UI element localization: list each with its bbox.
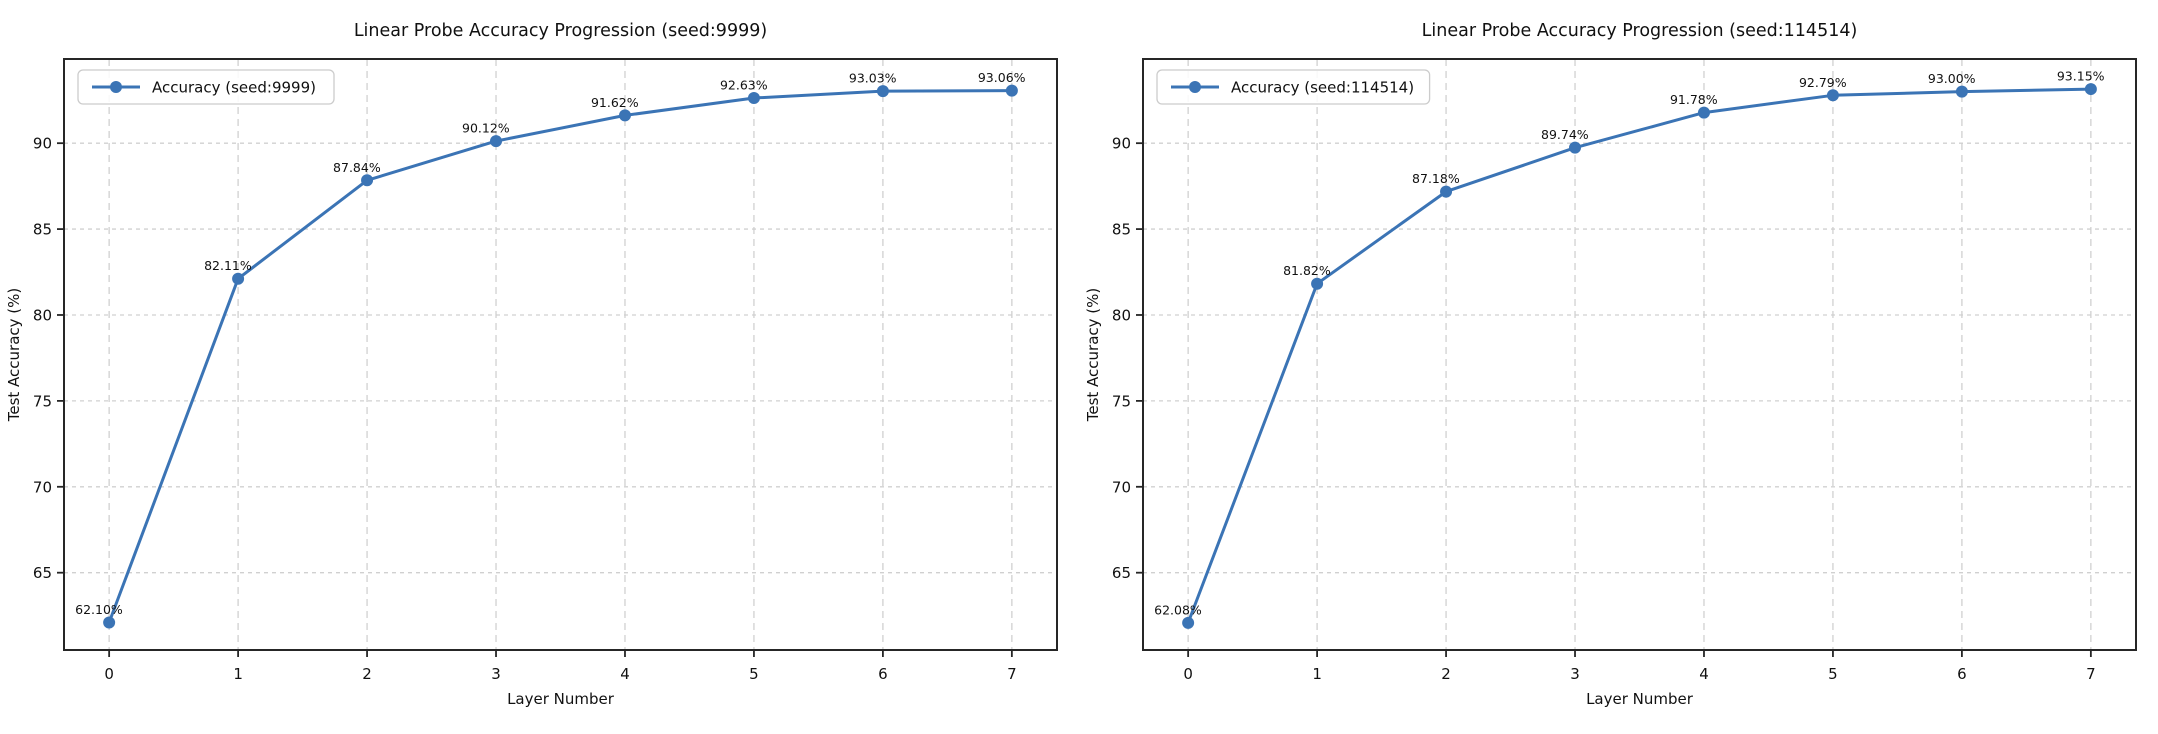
figure-background — [1079, 0, 2158, 730]
y-tick-label: 70 — [1112, 478, 1131, 496]
chart-svg-seed-114514: 0 1 2 3 4 5 6 7 65 70 75 80 85 90 Linear Probe Accurac… — [1079, 0, 2158, 730]
data-point-label: 62.10% — [75, 602, 123, 617]
data-point — [103, 616, 116, 629]
data-point-label: 89.74% — [1541, 127, 1589, 142]
data-point-label: 92.63% — [720, 77, 768, 92]
x-axis-label: Layer Number — [1586, 690, 1694, 708]
data-point — [876, 85, 889, 98]
x-axis-label: Layer Number — [507, 690, 615, 708]
chart-title: Linear Probe Accuracy Progression (seed:… — [354, 21, 767, 41]
y-tick-label: 75 — [1112, 392, 1131, 410]
legend: Accuracy (seed:9999) — [77, 69, 335, 105]
y-tick-label: 80 — [1112, 306, 1131, 324]
y-tick-label: 90 — [33, 135, 52, 153]
legend-label: Accuracy (seed:9999) — [152, 79, 316, 97]
data-point — [1697, 106, 1710, 119]
legend-marker — [110, 81, 122, 93]
x-tick-label: 0 — [1183, 665, 1193, 683]
data-point-label: 87.84% — [333, 160, 381, 175]
chart-title: Linear Probe Accuracy Progression (seed:… — [1422, 21, 1858, 41]
figure-background — [0, 0, 1079, 730]
y-tick-label: 90 — [1112, 135, 1131, 153]
x-tick-label: 0 — [104, 665, 114, 683]
x-tick-label: 1 — [1312, 665, 1322, 683]
data-point-label: 93.00% — [1928, 71, 1976, 86]
chart-seed-114514: 0 1 2 3 4 5 6 7 65 70 75 80 85 90 Linear Probe Accurac… — [1079, 0, 2158, 730]
x-tick-label: 3 — [1570, 665, 1580, 683]
x-tick-label: 5 — [1828, 665, 1838, 683]
data-point — [1569, 141, 1582, 154]
chart-seed-9999: 0 1 2 3 4 5 6 7 65 70 75 80 85 90 Linear Probe Accurac… — [0, 0, 1079, 730]
data-point — [232, 272, 245, 285]
data-point — [361, 174, 374, 187]
data-point — [1005, 84, 1018, 97]
data-point — [490, 135, 503, 148]
x-tick-label: 7 — [1007, 665, 1017, 683]
data-point — [1440, 185, 1453, 198]
legend-label: Accuracy (seed:114514) — [1231, 79, 1414, 97]
legend-box — [1156, 69, 1431, 105]
y-tick-label: 65 — [33, 564, 52, 582]
y-tick-label: 80 — [33, 306, 52, 324]
x-tick-label: 2 — [362, 665, 372, 683]
x-tick-label: 6 — [878, 665, 888, 683]
data-point — [2084, 83, 2097, 96]
y-tick-label: 75 — [33, 392, 52, 410]
data-point — [1826, 89, 1839, 102]
x-tick-label: 4 — [1699, 665, 1709, 683]
data-point-label: 93.03% — [849, 71, 897, 86]
y-tick-label: 85 — [1112, 221, 1131, 239]
x-tick-label: 2 — [1441, 665, 1451, 683]
data-point — [1311, 277, 1324, 290]
data-point-label: 87.18% — [1412, 171, 1460, 186]
accuracy-line — [1186, 87, 2093, 625]
plot-frame — [1142, 58, 2137, 651]
y-tick-label: 70 — [33, 478, 52, 496]
data-point-label: 82.11% — [204, 258, 252, 273]
data-point-label: 91.62% — [591, 95, 639, 110]
data-point-label: 91.78% — [1670, 92, 1718, 107]
accuracy-line — [107, 89, 1014, 624]
data-point-label: 62.08% — [1154, 602, 1202, 617]
y-tick-label: 65 — [1112, 564, 1131, 582]
legend-box — [77, 69, 335, 105]
data-point-label: 93.06% — [978, 70, 1026, 85]
x-tick-label: 6 — [1957, 665, 1967, 683]
data-point-label: 81.82% — [1283, 263, 1331, 278]
x-tick-label: 1 — [233, 665, 243, 683]
y-tick-label: 85 — [33, 221, 52, 239]
data-point — [618, 109, 631, 122]
x-tick-label: 3 — [491, 665, 501, 683]
data-point — [1955, 85, 1968, 98]
legend: Accuracy (seed:114514) — [1156, 69, 1431, 105]
x-tick-label: 7 — [2086, 665, 2096, 683]
data-point-label: 93.15% — [2057, 69, 2105, 84]
data-point — [1182, 616, 1195, 629]
chart-svg-seed-9999: 0 1 2 3 4 5 6 7 65 70 75 80 85 90 Linear Probe Accurac… — [0, 0, 1079, 730]
x-tick-label: 4 — [620, 665, 630, 683]
data-point — [747, 91, 760, 104]
plot-frame — [63, 58, 1058, 651]
data-point-label: 90.12% — [462, 121, 510, 136]
x-tick-label: 5 — [749, 665, 759, 683]
legend-marker — [1189, 81, 1201, 93]
y-axis-label: Test Accuracy (%) — [1084, 288, 1102, 423]
data-point-label: 92.79% — [1799, 75, 1847, 90]
y-axis-label: Test Accuracy (%) — [5, 288, 23, 423]
